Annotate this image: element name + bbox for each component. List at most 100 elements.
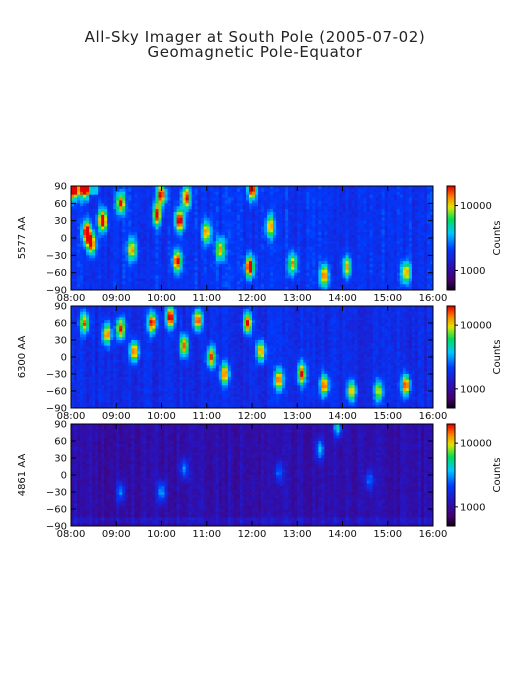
heatmap-cell xyxy=(92,200,96,204)
heatmap-cell xyxy=(158,261,162,265)
heatmap-cell xyxy=(276,186,280,190)
heatmap-cell xyxy=(113,323,117,327)
heatmap-cell xyxy=(390,249,395,253)
heatmap-cell xyxy=(116,206,120,210)
heatmap-cell xyxy=(279,191,283,196)
heatmap-cell xyxy=(170,269,174,274)
heatmap-cell xyxy=(381,206,386,210)
heatmap-cell xyxy=(339,261,343,265)
heatmap-cell xyxy=(330,223,334,227)
heatmap-cell xyxy=(173,258,177,262)
heatmap-cell xyxy=(405,206,410,210)
heatmap-cell xyxy=(276,217,280,222)
heatmap-cell xyxy=(152,278,156,282)
heatmap-cell xyxy=(303,186,307,190)
heatmap-cell xyxy=(110,220,114,224)
heatmap-cell xyxy=(167,194,171,198)
heatmap-cell xyxy=(98,226,102,230)
heatmap-cell xyxy=(423,188,428,193)
heatmap-cell xyxy=(402,255,407,259)
heatmap-cell xyxy=(294,232,298,236)
heatmap-cell xyxy=(116,238,120,242)
heatmap-cell xyxy=(233,264,238,268)
heatmap-cell xyxy=(161,255,165,259)
heatmap-cell xyxy=(396,206,401,210)
heatmap-cell xyxy=(101,188,105,193)
heatmap-cell xyxy=(128,186,132,190)
heatmap-cell xyxy=(86,340,90,344)
heatmap-cell xyxy=(227,255,232,259)
heatmap-cell xyxy=(194,203,199,207)
heatmap-cell xyxy=(164,206,168,210)
heatmap-cell xyxy=(291,214,295,219)
heatmap-cell xyxy=(125,275,129,279)
heatmap-cell xyxy=(95,269,99,274)
heatmap-cell xyxy=(122,243,126,248)
heatmap-cell xyxy=(92,232,96,236)
heatmap-cell xyxy=(248,220,253,224)
heatmap-cell xyxy=(312,232,316,236)
heatmap-cell xyxy=(245,266,250,271)
heatmap-cell xyxy=(92,249,96,253)
heatmap-cell xyxy=(92,275,96,279)
heatmap-cell xyxy=(137,212,141,216)
heatmap-cell xyxy=(224,203,229,207)
heatmap-cell xyxy=(221,275,226,279)
heatmap-cell xyxy=(176,229,180,233)
colorbar-step xyxy=(447,191,455,194)
heatmap-cell xyxy=(188,258,193,262)
heatmap-cell xyxy=(375,287,380,291)
heatmap-cell xyxy=(285,217,289,222)
heatmap-cell xyxy=(110,258,114,262)
heatmap-cell xyxy=(164,200,168,204)
heatmap-cell xyxy=(194,197,199,201)
heatmap-cell xyxy=(426,275,431,279)
heatmap-cell xyxy=(252,212,256,216)
heatmap-cell xyxy=(248,261,253,265)
heatmap-cell xyxy=(101,402,105,406)
heatmap-cell xyxy=(279,209,283,213)
heatmap-cell xyxy=(86,393,90,398)
heatmap-cell xyxy=(119,284,123,288)
heatmap-cell xyxy=(116,269,120,274)
heatmap-cell xyxy=(77,287,81,291)
heatmap-cell xyxy=(80,396,84,400)
heatmap-cell xyxy=(309,266,313,271)
heatmap-cell xyxy=(348,214,352,219)
heatmap-cell xyxy=(429,223,434,227)
heatmap-cell xyxy=(128,278,132,282)
heatmap-cell xyxy=(405,194,410,198)
heatmap-cell xyxy=(236,266,241,271)
heatmap-cell xyxy=(110,284,114,288)
heatmap-cell xyxy=(119,255,123,259)
heatmap-cell xyxy=(245,191,250,196)
heatmap-cell xyxy=(218,284,223,288)
heatmap-cell xyxy=(158,186,162,190)
heatmap-cell xyxy=(98,399,102,403)
heatmap-cell xyxy=(95,197,99,201)
heatmap-cell xyxy=(212,255,217,259)
heatmap-cell xyxy=(351,269,355,274)
heatmap-cell xyxy=(110,323,114,327)
heatmap-cell xyxy=(80,186,84,190)
heatmap-cell xyxy=(74,229,78,233)
heatmap-cell xyxy=(221,229,226,233)
heatmap-cell xyxy=(77,243,81,248)
heatmap-cell xyxy=(161,220,165,224)
heatmap-cell xyxy=(155,226,159,230)
heatmap-cell xyxy=(384,243,389,248)
colorbar-step xyxy=(447,265,455,268)
colorbar-step xyxy=(447,250,455,253)
heatmap-cell xyxy=(200,209,205,213)
heatmap-cell xyxy=(215,269,220,274)
heatmap-cell xyxy=(315,284,319,288)
heatmap-cell xyxy=(104,186,108,190)
heatmap-cell xyxy=(387,272,392,276)
heatmap-cell xyxy=(233,266,238,271)
heatmap-cell xyxy=(261,212,265,216)
heatmap-cell xyxy=(339,200,343,204)
heatmap-cell xyxy=(77,405,81,409)
heatmap-cell xyxy=(152,232,156,236)
heatmap-cell xyxy=(423,272,428,276)
heatmap-cell xyxy=(131,188,135,193)
